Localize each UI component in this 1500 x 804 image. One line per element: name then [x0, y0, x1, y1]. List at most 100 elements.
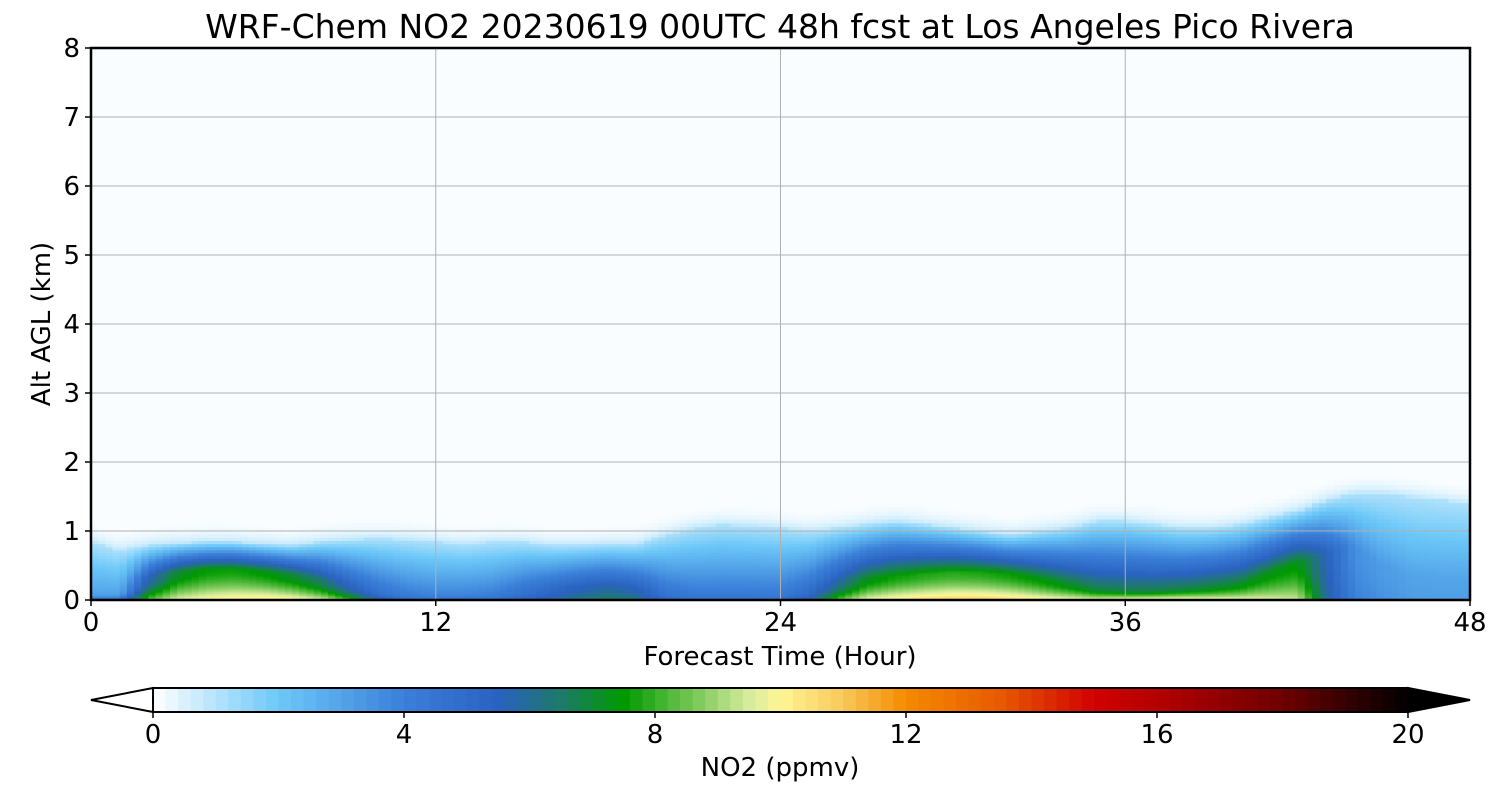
heatmap-cell: [105, 172, 113, 182]
heatmap-cell: [192, 355, 200, 363]
heatmap-cell: [113, 209, 121, 219]
heatmap-cell: [156, 303, 164, 311]
heatmap-cell: [170, 271, 178, 280]
heatmap-cell: [170, 383, 178, 390]
heatmap-cell: [156, 515, 164, 520]
heatmap-cell: [156, 91, 164, 102]
heatmap-cell: [113, 200, 121, 210]
chart-svg: WRF-Chem NO2 20230619 00UTC 48h fcst at …: [0, 0, 1500, 800]
heatmap-cell: [127, 209, 135, 219]
heatmap-cell: [134, 102, 142, 113]
heatmap-cell: [120, 287, 128, 296]
heatmap-cell: [177, 369, 185, 376]
heatmap-cell: [127, 460, 135, 466]
heatmap-cell: [199, 303, 207, 311]
heatmap-cell: [156, 227, 164, 236]
heatmap-cell: [148, 460, 156, 466]
heatmap-cell: [148, 376, 156, 383]
heatmap-cell: [156, 421, 164, 428]
heatmap-cell: [120, 318, 128, 326]
heatmap-cell: [177, 59, 185, 70]
heatmap-cell: [148, 295, 156, 304]
heatmap-cell: [98, 415, 106, 422]
heatmap-cell: [148, 444, 156, 450]
heatmap-cell: [113, 498, 121, 503]
heatmap-cell: [170, 455, 178, 461]
heatmap-cell: [148, 341, 156, 349]
heatmap-cell: [105, 245, 113, 254]
heatmap-cell: [170, 102, 178, 113]
heatmap-cell: [134, 81, 142, 92]
heatmap-cell: [192, 415, 200, 422]
chart-title: WRF-Chem NO2 20230619 00UTC 48h fcst at …: [205, 7, 1355, 46]
heatmap-cell: [163, 209, 171, 219]
heatmap-cell: [134, 421, 142, 428]
heatmap-cell: [192, 480, 200, 485]
heatmap-cell: [105, 48, 113, 60]
heatmap-cell: [105, 236, 113, 245]
heatmap-cell: [192, 262, 200, 271]
heatmap-cell: [184, 341, 192, 349]
heatmap-cell: [105, 91, 113, 102]
heatmap-cell: [177, 507, 185, 512]
heatmap-cell: [127, 369, 135, 376]
heatmap-cell: [120, 132, 128, 143]
heatmap-cell: [184, 326, 192, 334]
heatmap-cell: [148, 355, 156, 363]
heatmap-cell: [127, 438, 135, 444]
heatmap-cell: [163, 295, 171, 304]
heatmap-cell: [184, 236, 192, 245]
heatmap-cell: [156, 369, 164, 376]
heatmap-cell: [156, 408, 164, 415]
heatmap-cell: [134, 122, 142, 133]
heatmap-cell: [163, 303, 171, 311]
heatmap-cell: [141, 91, 149, 102]
heatmap-cell: [156, 152, 164, 162]
heatmap-cell: [184, 503, 192, 508]
heatmap-cell: [184, 48, 192, 60]
heatmap-cell: [120, 200, 128, 210]
heatmap-cell: [177, 191, 185, 201]
heatmap-cell: [105, 396, 113, 403]
heatmap-cell: [199, 489, 207, 494]
heatmap-cell: [156, 209, 164, 219]
heatmap-cell: [148, 48, 156, 60]
heatmap-cell: [177, 526, 185, 530]
heatmap-cell: [170, 326, 178, 334]
heatmap-cell: [163, 480, 171, 485]
heatmap-cell: [170, 70, 178, 81]
heatmap-cell: [98, 485, 106, 490]
heatmap-cell: [177, 498, 185, 503]
heatmap-cell: [113, 432, 121, 438]
heatmap-cell: [120, 112, 128, 123]
heatmap-cell: [120, 489, 128, 494]
heatmap-cell: [134, 209, 142, 219]
heatmap-cell: [156, 279, 164, 288]
heatmap-cell: [105, 326, 113, 334]
heatmap-cell: [120, 355, 128, 363]
heatmap-cell: [105, 485, 113, 490]
heatmap-cell: [192, 519, 200, 523]
heatmap-cell: [148, 318, 156, 326]
heatmap-cell: [177, 402, 185, 409]
heatmap-cell: [184, 162, 192, 172]
heatmap-cell: [184, 143, 192, 154]
heatmap-cell: [105, 498, 113, 503]
heatmap-cell: [105, 376, 113, 383]
heatmap-cell: [105, 526, 113, 530]
heatmap-cell: [134, 415, 142, 422]
heatmap-cell: [148, 132, 156, 143]
heatmap-cell: [113, 494, 121, 499]
heatmap-cell: [141, 494, 149, 499]
heatmap-cell: [98, 438, 106, 444]
heatmap-cell: [170, 494, 178, 499]
heatmap-cell: [120, 475, 128, 480]
heatmap-cell: [170, 287, 178, 296]
heatmap-cell: [163, 122, 171, 133]
heatmap-cell: [134, 348, 142, 356]
heatmap-cell: [184, 209, 192, 219]
heatmap-cell: [170, 236, 178, 245]
heatmap-cell: [127, 449, 135, 455]
heatmap-cell: [170, 408, 178, 415]
heatmap-cell: [98, 348, 106, 356]
